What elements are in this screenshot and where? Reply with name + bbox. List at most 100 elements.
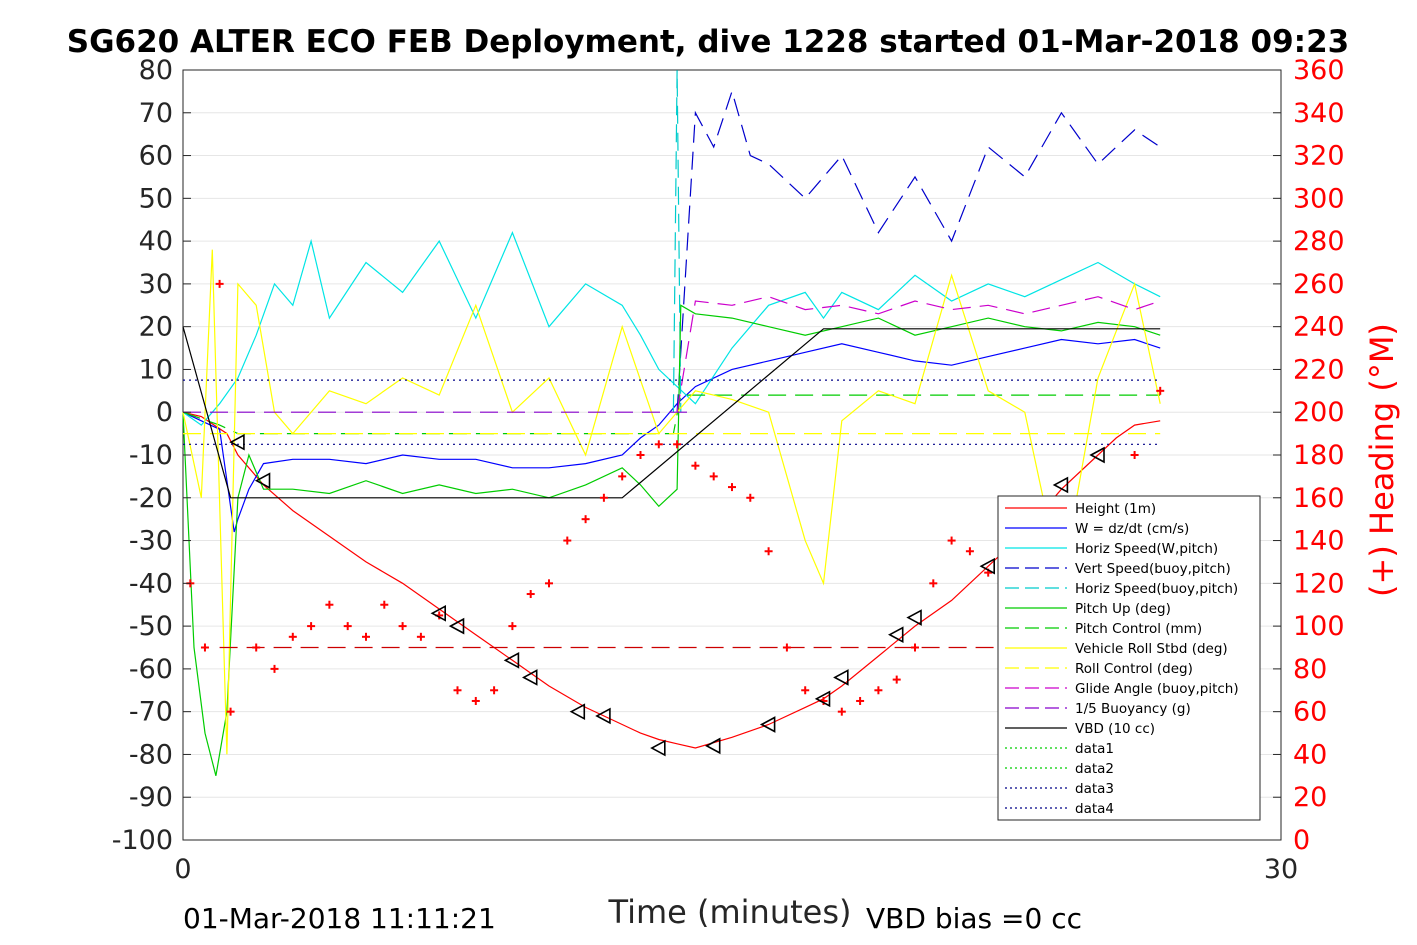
y-right-tick-label: 140 bbox=[1293, 526, 1345, 557]
x-tick-label: 0 bbox=[174, 854, 191, 885]
legend-entry: data4 bbox=[1005, 801, 1114, 817]
legend-label: data4 bbox=[1075, 801, 1114, 817]
y-tick-label: 40 bbox=[139, 226, 173, 257]
heading-point bbox=[471, 696, 480, 705]
footer-vbd-bias: VBD bias =0 cc bbox=[866, 902, 1082, 935]
legend-entry: VBD (10 cc) bbox=[1005, 721, 1155, 737]
heading-point bbox=[226, 707, 235, 716]
heading-point bbox=[526, 590, 535, 599]
y-right-tick-label: 200 bbox=[1293, 397, 1345, 428]
y-right-tick-label: 240 bbox=[1293, 312, 1345, 343]
legend-label: data3 bbox=[1075, 781, 1114, 797]
y-tick-label: -100 bbox=[112, 825, 173, 856]
legend-entry: Glide Angle (buoy,pitch) bbox=[1005, 681, 1239, 697]
heading-point bbox=[636, 451, 645, 459]
heading-point bbox=[270, 664, 279, 673]
series-line bbox=[672, 69, 682, 413]
legend-label: Glide Angle (buoy,pitch) bbox=[1075, 681, 1239, 697]
triangle-marker bbox=[430, 604, 447, 622]
legend-label: VBD (10 cc) bbox=[1075, 721, 1155, 737]
heading-point bbox=[874, 686, 883, 695]
series-line bbox=[182, 326, 1161, 499]
triangle-marker bbox=[650, 739, 666, 757]
triangle-marker bbox=[569, 703, 586, 721]
y-tick-label: 80 bbox=[139, 55, 173, 86]
y-tick-label: -60 bbox=[129, 654, 173, 685]
heading-point bbox=[691, 461, 700, 470]
legend-label: Height (1m) bbox=[1075, 501, 1156, 517]
triangle-marker bbox=[906, 609, 922, 626]
y-right-tick-label: 120 bbox=[1293, 568, 1345, 599]
chart-title: SG620 ALTER ECO FEB Deployment, dive 122… bbox=[67, 24, 1349, 60]
heading-point bbox=[1130, 451, 1139, 459]
y-right-tick-label: 20 bbox=[1293, 782, 1327, 813]
heading-point bbox=[307, 622, 316, 631]
legend-label: Vehicle Roll Stbd (deg) bbox=[1075, 641, 1228, 657]
y-tick-label: -90 bbox=[129, 782, 173, 813]
series-line bbox=[182, 394, 1161, 435]
y-tick-label: 10 bbox=[139, 354, 173, 385]
heading-point bbox=[764, 547, 773, 556]
heading-point bbox=[673, 440, 682, 449]
y-right-tick-label: 340 bbox=[1293, 98, 1345, 129]
legend-label: Pitch Up (deg) bbox=[1075, 601, 1171, 617]
y-right-tick-label: 360 bbox=[1293, 55, 1345, 86]
legend-label: Horiz Speed(W,pitch) bbox=[1075, 541, 1218, 557]
heading-point bbox=[545, 579, 553, 588]
legend-entry: Horiz Speed(buoy,pitch) bbox=[1005, 581, 1238, 597]
y-tick-label: -10 bbox=[129, 440, 173, 471]
y-right-tick-label: 0 bbox=[1293, 825, 1310, 856]
y-axis-right-label: (+) Heading (°M) bbox=[1363, 323, 1401, 597]
heading-point bbox=[380, 600, 389, 609]
legend-label: Vert Speed(buoy,pitch) bbox=[1075, 561, 1231, 577]
y-tick-label: 70 bbox=[139, 98, 173, 129]
legend-label: 1/5 Buoyancy (g) bbox=[1075, 701, 1191, 717]
heading-point bbox=[325, 600, 334, 609]
heading-point bbox=[709, 472, 718, 481]
series-line bbox=[182, 249, 1161, 755]
heading-point bbox=[801, 686, 810, 695]
y-right-tick-label: 300 bbox=[1293, 183, 1345, 214]
legend-entry: Pitch Control (mm) bbox=[1005, 621, 1202, 637]
heading-point bbox=[252, 643, 261, 652]
triangle-marker bbox=[595, 707, 611, 725]
heading-point bbox=[563, 536, 572, 545]
legend-entry: Vehicle Roll Stbd (deg) bbox=[1005, 641, 1228, 657]
heading-point bbox=[911, 643, 919, 652]
x-axis: 0 30 bbox=[174, 832, 1298, 885]
series-line bbox=[676, 296, 1161, 413]
triangle-marker bbox=[759, 716, 776, 733]
heading-point bbox=[856, 696, 865, 705]
y-right-tick-label: 80 bbox=[1293, 654, 1327, 685]
y-tick-label: -20 bbox=[129, 483, 173, 514]
legend-label: Pitch Control (mm) bbox=[1075, 621, 1202, 637]
heading-point bbox=[453, 686, 462, 695]
triangle-marker bbox=[833, 669, 849, 686]
triangle-marker bbox=[448, 617, 465, 635]
triangle-marker bbox=[979, 557, 996, 575]
series-line bbox=[182, 304, 1161, 776]
series-line bbox=[182, 338, 1161, 533]
heading-point bbox=[965, 547, 974, 556]
triangle-marker bbox=[254, 472, 271, 490]
y-tick-label: -50 bbox=[129, 611, 173, 642]
legend: Height (1m) W = dz/dt (cm/s) Horiz Speed(W… bbox=[997, 495, 1261, 821]
y-tick-label: 60 bbox=[139, 141, 173, 172]
heading-point bbox=[416, 632, 425, 641]
heading-point bbox=[599, 493, 608, 502]
legend-label: data1 bbox=[1075, 741, 1114, 757]
triangle-marker bbox=[503, 651, 520, 669]
triangle-marker bbox=[814, 690, 831, 708]
heading-point bbox=[892, 675, 901, 684]
legend-label: Horiz Speed(buoy,pitch) bbox=[1075, 581, 1238, 597]
y-tick-label: 50 bbox=[139, 183, 173, 214]
legend-entry: data1 bbox=[1005, 741, 1114, 757]
y-axis-right: 3603403203002802602402202001801601401201… bbox=[1273, 55, 1345, 856]
triangle-marker bbox=[1089, 446, 1105, 464]
x-axis-label: Time (minutes) bbox=[608, 893, 852, 931]
y-axis-left: 80 70 60 50 40 30 20 10 0 -10 -20 -30 -40 -50 -60 -70 -8… bbox=[112, 55, 191, 856]
triangle-marker bbox=[705, 737, 721, 755]
heading-point bbox=[215, 279, 224, 288]
y-tick-label: -40 bbox=[129, 568, 173, 599]
footer-timestamp: 01-Mar-2018 11:11:21 bbox=[183, 902, 496, 935]
